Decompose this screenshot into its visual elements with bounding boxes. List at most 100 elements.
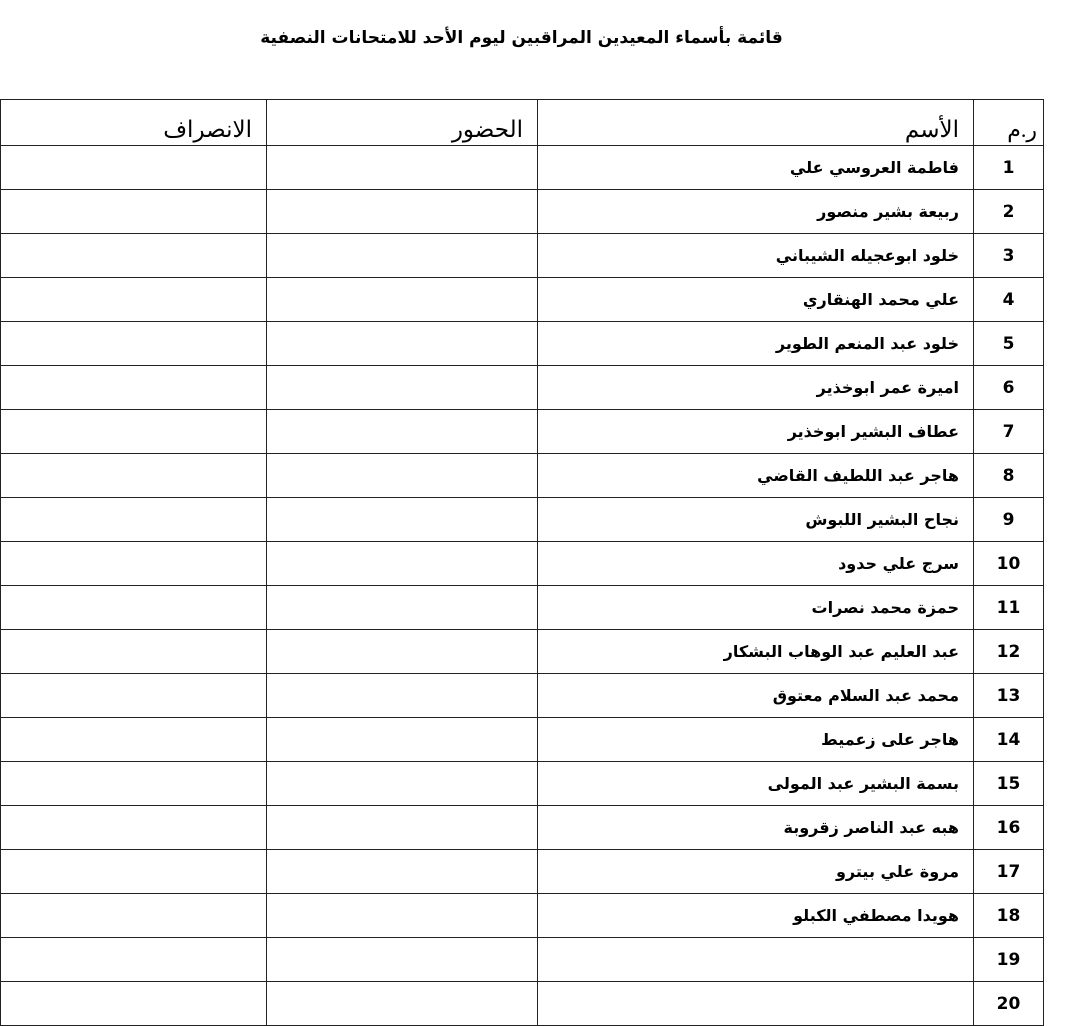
attendance-cell: [266, 585, 538, 630]
row-name: نجاح البشير اللبوش: [537, 497, 974, 542]
document-title: قائمة بأسماء المعيدين المراقبين ليوم الأ…: [260, 28, 783, 48]
header-departure: الانصراف: [0, 99, 267, 146]
row-name: عبد العليم عبد الوهاب البشكار: [537, 629, 974, 674]
table-row: 7 عطاف البشير ابوخذير: [0, 409, 1044, 454]
row-number: 6: [973, 365, 1044, 410]
attendance-cell: [266, 145, 538, 190]
row-name: [537, 981, 974, 1026]
table-row: 18 هويدا مصطفي الكبلو: [0, 893, 1044, 938]
table-row: 13 محمد عبد السلام معتوق: [0, 673, 1044, 718]
attendance-cell: [266, 497, 538, 542]
row-number: 11: [973, 585, 1044, 630]
attendance-cell: [266, 673, 538, 718]
header-attendance: الحضور: [266, 99, 538, 146]
row-name: فاطمة العروسي علي: [537, 145, 974, 190]
row-name: مروة علي بيترو: [537, 849, 974, 894]
row-name: بسمة البشير عبد المولى: [537, 761, 974, 806]
row-name: خلود ابوعجيله الشيباني: [537, 233, 974, 278]
departure-cell: [0, 321, 267, 366]
row-number: 18: [973, 893, 1044, 938]
row-number: 3: [973, 233, 1044, 278]
departure-cell: [0, 893, 267, 938]
departure-cell: [0, 981, 267, 1026]
attendance-cell: [266, 849, 538, 894]
row-name: هبه عبد الناصر زقروبة: [537, 805, 974, 850]
departure-cell: [0, 717, 267, 762]
departure-cell: [0, 585, 267, 630]
row-name: محمد عبد السلام معتوق: [537, 673, 974, 718]
row-name: حمزة محمد نصرات: [537, 585, 974, 630]
departure-cell: [0, 673, 267, 718]
row-number: 16: [973, 805, 1044, 850]
row-number: 15: [973, 761, 1044, 806]
departure-cell: [0, 409, 267, 454]
departure-cell: [0, 761, 267, 806]
attendance-cell: [266, 189, 538, 234]
row-number: 20: [973, 981, 1044, 1026]
row-name: هاجر عبد اللطيف القاضي: [537, 453, 974, 498]
row-name: [537, 937, 974, 982]
attendance-cell: [266, 981, 538, 1026]
header-number: ر.م: [973, 99, 1044, 146]
departure-cell: [0, 233, 267, 278]
table-row: 6 اميرة عمر ابوخذير: [0, 365, 1044, 410]
table-row: 12 عبد العليم عبد الوهاب البشكار: [0, 629, 1044, 674]
row-name: سرج علي حدود: [537, 541, 974, 586]
attendance-cell: [266, 541, 538, 586]
table-row: 16 هبه عبد الناصر زقروبة: [0, 805, 1044, 850]
attendance-cell: [266, 453, 538, 498]
row-number: 19: [973, 937, 1044, 982]
table-row: 8 هاجر عبد اللطيف القاضي: [0, 453, 1044, 498]
attendance-cell: [266, 937, 538, 982]
departure-cell: [0, 277, 267, 322]
row-number: 5: [973, 321, 1044, 366]
row-name: عطاف البشير ابوخذير: [537, 409, 974, 454]
attendance-cell: [266, 761, 538, 806]
table-row: 10 سرج علي حدود: [0, 541, 1044, 586]
attendance-cell: [266, 321, 538, 366]
row-name: خلود عبد المنعم الطوير: [537, 321, 974, 366]
departure-cell: [0, 805, 267, 850]
row-number: 4: [973, 277, 1044, 322]
attendance-cell: [266, 629, 538, 674]
table-row: 1 فاطمة العروسي علي: [0, 145, 1044, 190]
proctors-table: ر.م الأسم الحضور الانصراف 1 فاطمة العروسي…: [0, 99, 1044, 1026]
row-name: علي محمد الهنقاري: [537, 277, 974, 322]
row-number: 9: [973, 497, 1044, 542]
departure-cell: [0, 849, 267, 894]
attendance-cell: [266, 233, 538, 278]
attendance-cell: [266, 805, 538, 850]
table-row: 3 خلود ابوعجيله الشيباني: [0, 233, 1044, 278]
row-number: 10: [973, 541, 1044, 586]
row-name: هاجر على زعميط: [537, 717, 974, 762]
attendance-cell: [266, 365, 538, 410]
row-name: اميرة عمر ابوخذير: [537, 365, 974, 410]
table-row: 20: [0, 981, 1044, 1026]
table-row: 17 مروة علي بيترو: [0, 849, 1044, 894]
row-name: هويدا مصطفي الكبلو: [537, 893, 974, 938]
row-number: 7: [973, 409, 1044, 454]
row-number: 14: [973, 717, 1044, 762]
table-row: 15 بسمة البشير عبد المولى: [0, 761, 1044, 806]
attendance-cell: [266, 717, 538, 762]
departure-cell: [0, 629, 267, 674]
row-number: 17: [973, 849, 1044, 894]
row-name: ربيعة بشير منصور: [537, 189, 974, 234]
row-number: 1: [973, 145, 1044, 190]
departure-cell: [0, 365, 267, 410]
attendance-cell: [266, 277, 538, 322]
departure-cell: [0, 497, 267, 542]
row-number: 12: [973, 629, 1044, 674]
attendance-cell: [266, 409, 538, 454]
row-number: 8: [973, 453, 1044, 498]
table-row: 9 نجاح البشير اللبوش: [0, 497, 1044, 542]
departure-cell: [0, 453, 267, 498]
departure-cell: [0, 541, 267, 586]
departure-cell: [0, 189, 267, 234]
departure-cell: [0, 937, 267, 982]
table-row: 2 ربيعة بشير منصور: [0, 189, 1044, 234]
table-row: 14 هاجر على زعميط: [0, 717, 1044, 762]
table-header-row: ر.م الأسم الحضور الانصراف: [0, 99, 1044, 146]
row-number: 2: [973, 189, 1044, 234]
table-row: 4 علي محمد الهنقاري: [0, 277, 1044, 322]
